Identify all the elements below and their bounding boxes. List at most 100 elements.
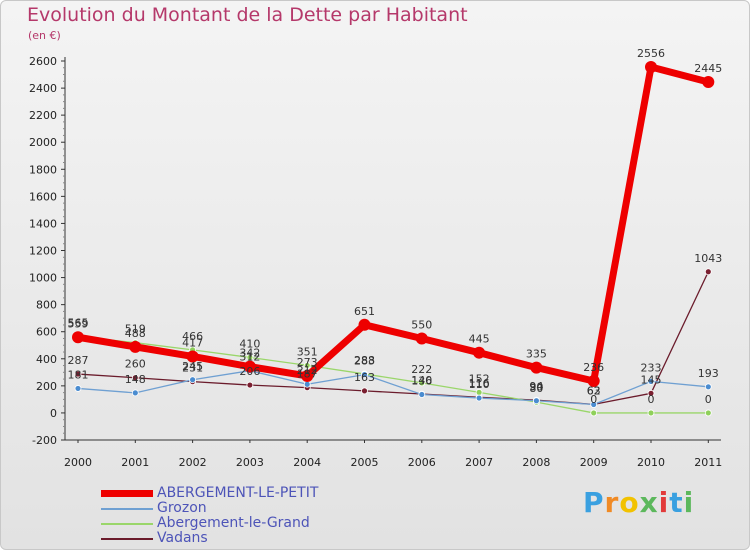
x-tick-label: 2005 (351, 456, 379, 469)
x-tick-label: 2008 (522, 456, 550, 469)
data-point-grozon (590, 401, 598, 408)
data-label-abergement-le-grand: 565 (68, 316, 89, 329)
y-tick-label: 1800 (29, 163, 57, 176)
y-tick-label: 1600 (29, 190, 57, 203)
x-tick-label: 2002 (179, 456, 207, 469)
data-label-grozon: 245 (182, 360, 203, 373)
data-point-grozon (475, 394, 483, 402)
data-point-grozon (418, 391, 426, 398)
data-point-abergement-le-petit (645, 60, 657, 73)
data-label-grozon: 193 (698, 367, 719, 380)
data-label-abergement-le-petit: 417 (182, 336, 203, 349)
data-label-grozon: 136 (411, 375, 432, 388)
series-line-abergement-le-petit (74, 63, 712, 385)
data-label-grozon: 283 (354, 355, 375, 368)
data-label-abergement-le-grand: 0 (590, 393, 597, 406)
data-label-vadans: 260 (125, 358, 146, 371)
data-point-abergement-le-grand (647, 409, 655, 417)
legend-label-abergement-le-petit: ABERGEMENT-LE-PETIT (157, 485, 319, 501)
chart-title: Evolution du Montant de la Dette par Hab… (27, 4, 468, 26)
chart-legend: ABERGEMENT-LE-PETIT Grozon Abergement-le… (101, 486, 318, 546)
x-tick-label: 2009 (580, 456, 608, 469)
data-label-grozon: 181 (68, 368, 89, 381)
data-point-grozon (303, 380, 311, 388)
data-label-abergement-le-petit: 2556 (637, 47, 665, 60)
data-label-abergement-le-petit: 559 (68, 317, 89, 330)
x-tick-label: 2001 (121, 456, 149, 469)
data-label-vadans: 187 (297, 368, 318, 381)
data-label-vadans: 63 (587, 384, 601, 397)
data-label-abergement-le-grand: 288 (354, 354, 375, 367)
legend-item-vadans: Vadans (101, 531, 318, 546)
data-point-abergement-le-petit (587, 374, 600, 387)
data-label-abergement-le-petit: 342 (239, 347, 260, 360)
data-label-abergement-le-petit: 236 (583, 361, 604, 374)
legend-swatch-vadans (101, 537, 153, 540)
legend-label-abergement-le-grand: Abergement-le-Grand (157, 515, 310, 531)
logo-letter: r (604, 486, 620, 519)
data-label-grozon: 90 (529, 381, 543, 394)
y-tick-label: 200 (36, 380, 57, 393)
data-label-abergement-le-petit: 488 (125, 327, 146, 340)
data-label-abergement-le-grand: 351 (297, 345, 318, 358)
data-label-abergement-le-petit: 651 (354, 305, 375, 318)
chart-unit-label: (en €) (28, 29, 61, 42)
data-label-abergement-le-grand: 466 (182, 330, 203, 343)
data-label-vadans: 1043 (694, 252, 722, 265)
data-label-grozon: 148 (125, 373, 146, 386)
data-point-grozon (533, 397, 540, 405)
logo-letter: P (583, 486, 605, 519)
data-point-vadans (647, 389, 655, 397)
data-label-vadans: 206 (239, 365, 260, 378)
data-point-vadans (704, 268, 712, 276)
data-point-abergement-le-petit (186, 350, 199, 363)
legend-item-abergement-le-petit: ABERGEMENT-LE-PETIT (101, 486, 318, 501)
x-tick-label: 2010 (637, 456, 665, 469)
data-point-abergement-le-grand (303, 362, 311, 369)
data-label-vadans: 140 (411, 374, 432, 387)
y-tick-label: 2400 (29, 82, 57, 95)
legend-swatch-abergement-le-grand (101, 522, 153, 525)
data-point-abergement-le-grand (704, 409, 712, 417)
logo-letter: i (683, 486, 695, 519)
data-point-abergement-le-petit (72, 331, 84, 344)
data-label-vadans: 231 (182, 362, 203, 375)
y-tick-label: 1400 (29, 217, 57, 230)
data-point-abergement-le-petit (415, 332, 428, 345)
x-tick-label: 2003 (236, 456, 264, 469)
data-label-grozon: 110 (469, 378, 490, 391)
data-label-vadans: 145 (641, 373, 662, 386)
data-label-abergement-le-petit: 335 (526, 348, 547, 361)
data-label-grozon: 212 (297, 364, 318, 377)
data-point-abergement-le-grand (418, 379, 426, 387)
series-line-abergement-le-grand (77, 335, 709, 414)
series-line-vadans (77, 271, 709, 406)
data-label-abergement-le-petit: 273 (297, 356, 318, 369)
y-tick-label: 1000 (29, 272, 57, 285)
legend-swatch-grozon (101, 507, 153, 510)
x-tick-label: 2007 (465, 456, 493, 469)
data-point-grozon (131, 389, 139, 397)
data-point-abergement-le-petit (702, 75, 715, 88)
data-point-abergement-le-grand (246, 354, 254, 361)
data-label-vadans: 94 (529, 380, 543, 393)
logo-letter: t (669, 486, 684, 519)
y-tick-label: 600 (36, 326, 57, 339)
data-label-abergement-le-grand: 519 (125, 323, 146, 336)
data-label-grozon: 233 (641, 361, 662, 374)
y-tick-label: 1200 (29, 245, 57, 258)
logo-letter: i (658, 486, 670, 519)
data-point-abergement-le-petit (473, 346, 486, 359)
data-point-grozon (74, 385, 82, 392)
data-point-grozon (704, 383, 712, 391)
legend-item-grozon: Grozon (101, 501, 318, 516)
y-tick-label: 2000 (29, 136, 57, 149)
x-tick-label: 2000 (64, 456, 92, 469)
data-label-abergement-le-grand: 0 (705, 393, 712, 406)
data-point-vadans (74, 370, 82, 378)
data-label-abergement-le-grand: 0 (648, 393, 655, 406)
data-point-vadans (131, 374, 139, 382)
data-label-vadans: 116 (469, 377, 490, 390)
data-point-abergement-le-grand (590, 409, 598, 417)
